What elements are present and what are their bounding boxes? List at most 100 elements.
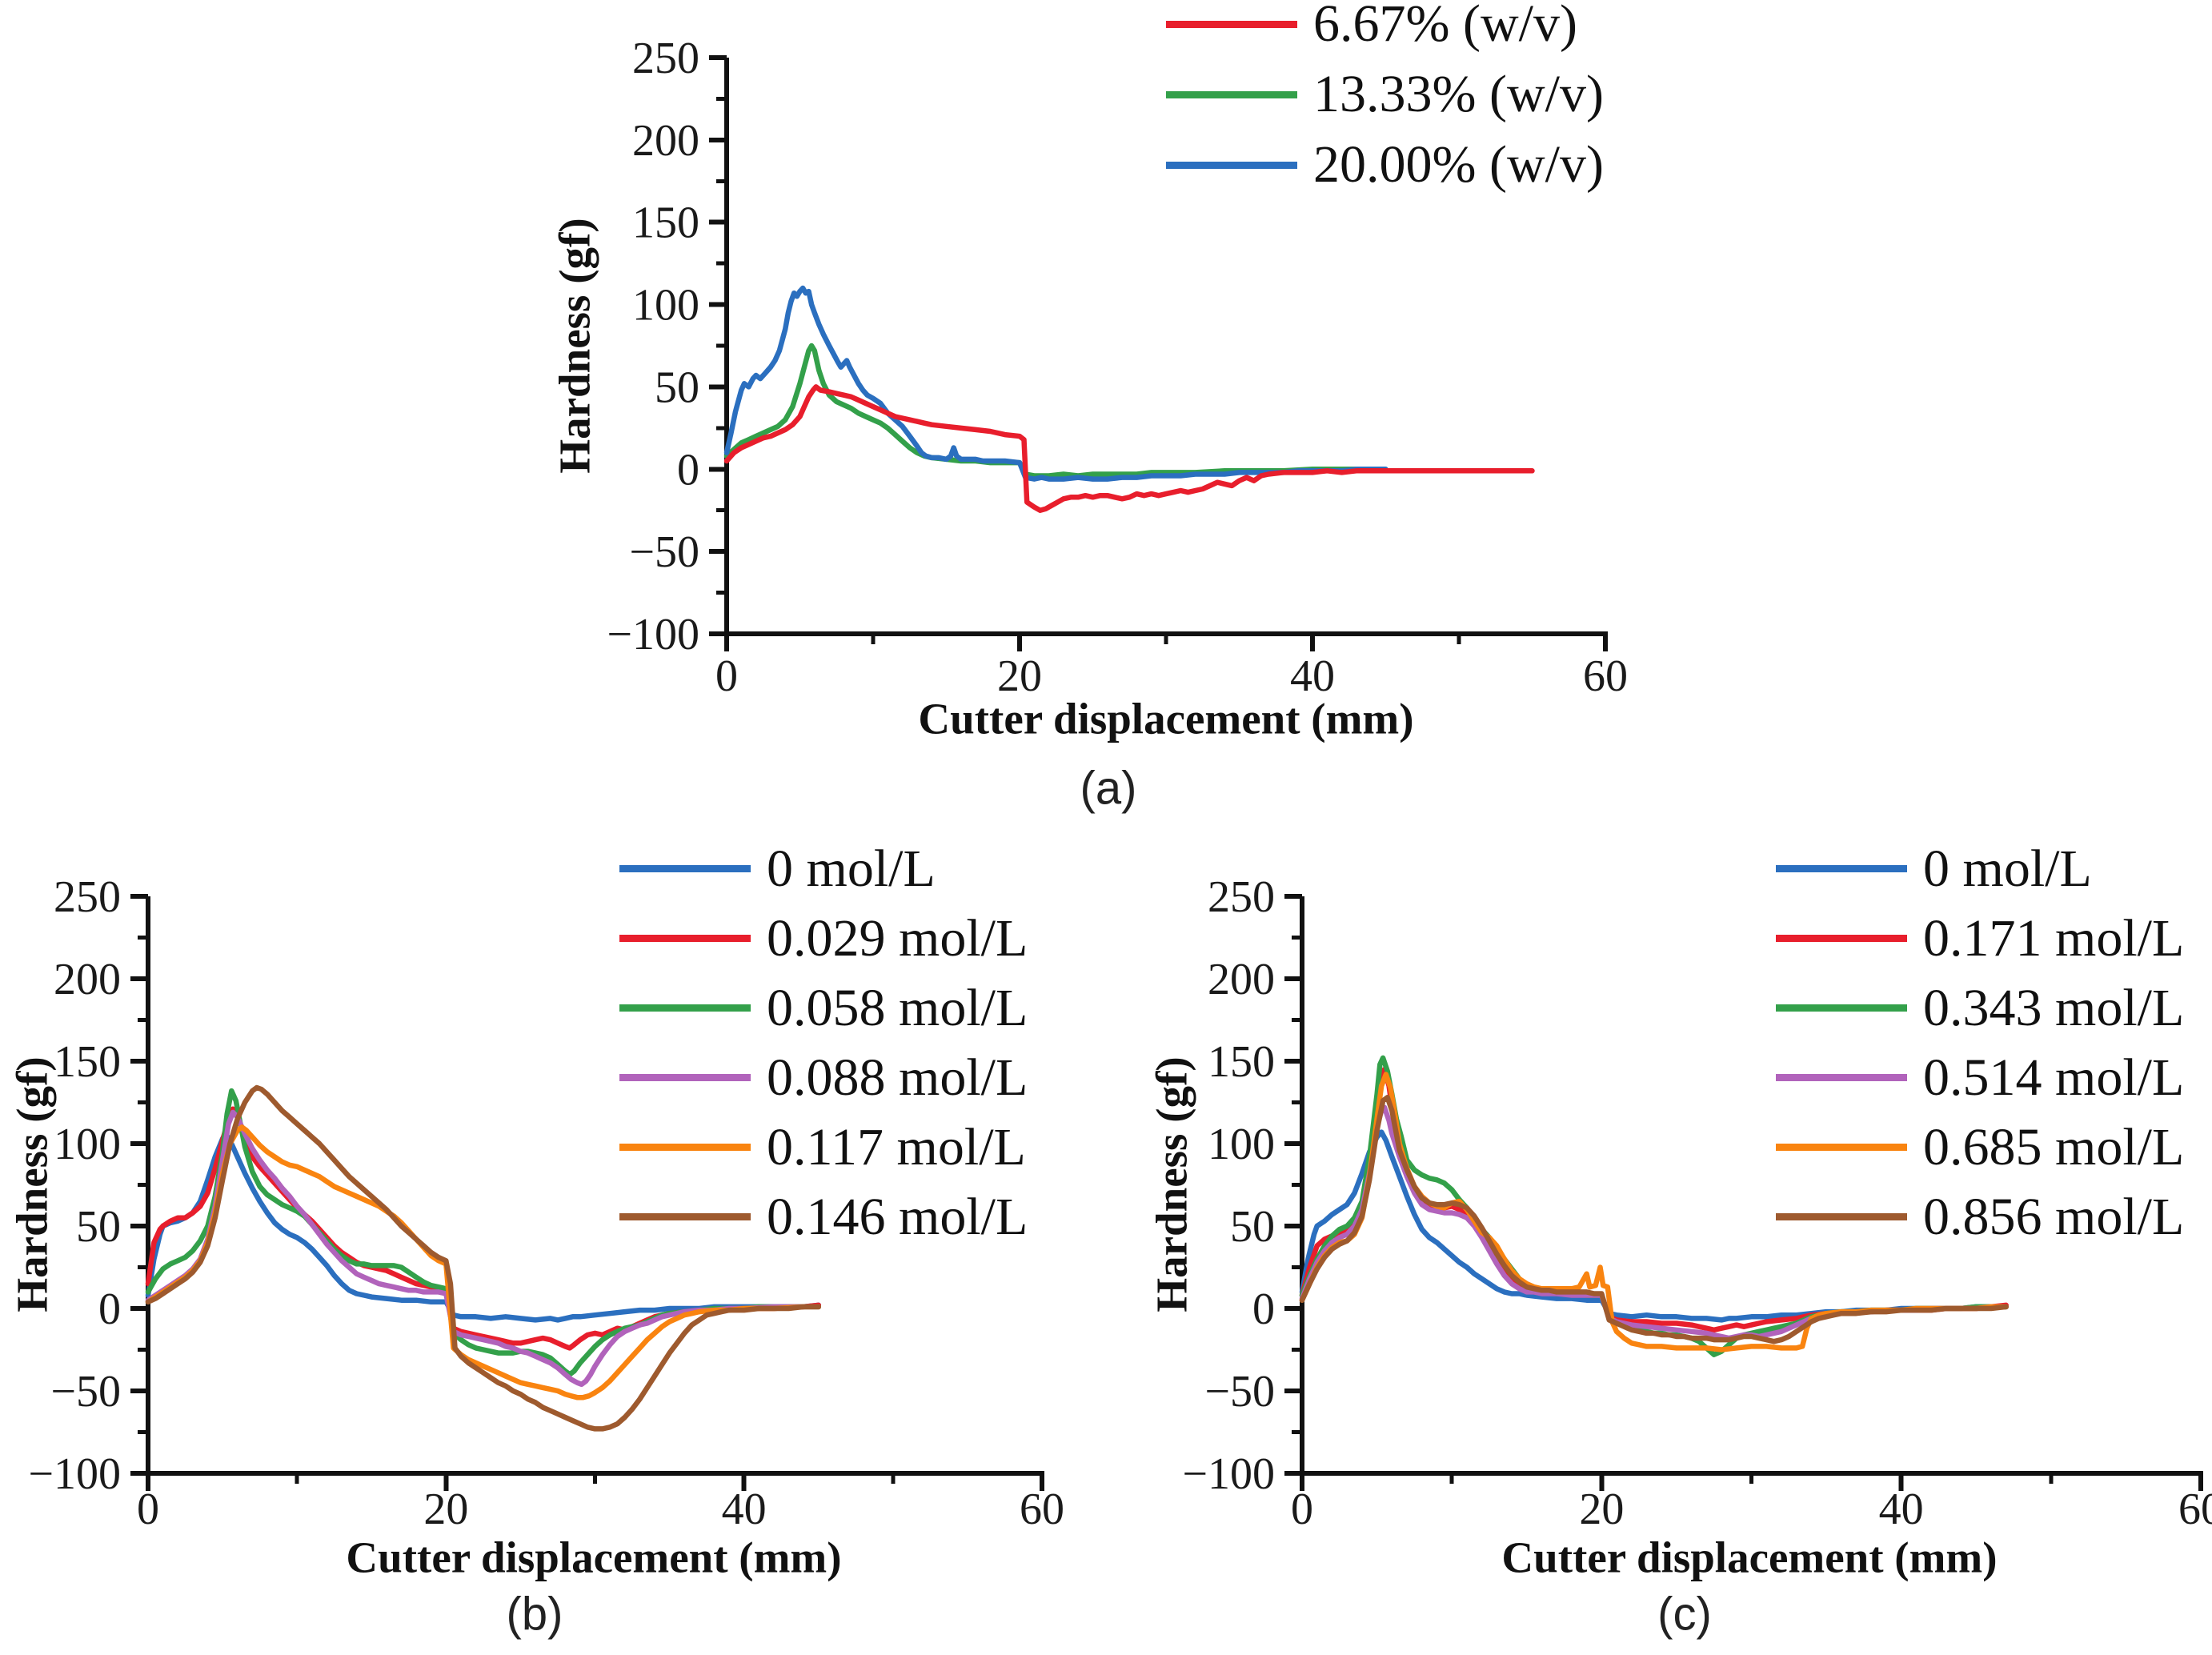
legend-label: 0.171 mol/L bbox=[1923, 908, 2185, 968]
y-tick-label-b: 100 bbox=[54, 1120, 121, 1169]
y-tick-label-a: 100 bbox=[632, 281, 699, 331]
x-tick-label-b: 0 bbox=[137, 1485, 159, 1534]
y-tick-label-a: −100 bbox=[607, 610, 699, 659]
legend-item: 0 mol/L bbox=[619, 834, 1028, 904]
y-tick-label-b: 0 bbox=[98, 1284, 121, 1334]
legend-item: 6.67% (w/v) bbox=[1166, 0, 1604, 59]
legend-item: 0.343 mol/L bbox=[1776, 973, 2184, 1043]
y-tick-label-c: 100 bbox=[1208, 1120, 1275, 1169]
y-tick-label-a: 50 bbox=[655, 363, 699, 412]
series-line-b-0-146-mol-L bbox=[145, 1084, 822, 1432]
x-tick-label-c: 40 bbox=[1879, 1485, 1924, 1534]
legend-label: 0.514 mol/L bbox=[1923, 1048, 2185, 1107]
legend-item: 13.33% (w/v) bbox=[1166, 59, 1604, 130]
y-axis-title-b: Hardness (gf) bbox=[7, 1056, 57, 1312]
legend-item: 0 mol/L bbox=[1776, 834, 2184, 904]
legend-label: 0.117 mol/L bbox=[767, 1117, 1026, 1176]
x-tick-label-c: 0 bbox=[1291, 1485, 1313, 1534]
legend-item: 0.856 mol/L bbox=[1776, 1182, 2184, 1252]
series-line-a-6-67-w-v- bbox=[723, 384, 1535, 513]
legend-item: 0.514 mol/L bbox=[1776, 1043, 2184, 1112]
legend-label: 0 mol/L bbox=[767, 839, 936, 898]
legend-swatch-line bbox=[1166, 90, 1297, 98]
y-tick-label-a: 200 bbox=[632, 116, 699, 166]
y-tick-label-b: 150 bbox=[54, 1037, 121, 1087]
x-tick-label-a: 60 bbox=[1583, 651, 1628, 701]
legend-label: 0.856 mol/L bbox=[1923, 1187, 2185, 1246]
series-line-a-20-00-w-v- bbox=[723, 285, 1389, 482]
x-tick-label-b: 60 bbox=[1020, 1485, 1064, 1534]
legend-swatch-line bbox=[1776, 1144, 1907, 1151]
panel-label-b: (b) bbox=[506, 1588, 563, 1641]
x-axis-title-c: Cutter displacement (mm) bbox=[1501, 1533, 1998, 1582]
legend-swatch-line bbox=[619, 1004, 751, 1012]
y-tick-label-c: −100 bbox=[1182, 1449, 1275, 1499]
legend-label: 0.685 mol/L bbox=[1923, 1117, 2185, 1176]
legend-item: 20.00% (w/v) bbox=[1166, 130, 1604, 200]
legend-label: 0.146 mol/L bbox=[767, 1187, 1028, 1246]
y-tick-label-a: 150 bbox=[632, 198, 699, 248]
x-axis-title-a: Cutter displacement (mm) bbox=[918, 694, 1414, 743]
y-tick-label-b: 200 bbox=[54, 955, 121, 1004]
legend-label: 0 mol/L bbox=[1923, 839, 2092, 898]
y-tick-label-c: 200 bbox=[1208, 955, 1275, 1004]
legend-label: 20.00% (w/v) bbox=[1313, 135, 1604, 194]
y-tick-label-b: 250 bbox=[54, 872, 121, 922]
legend-swatch-line bbox=[1776, 1004, 1907, 1012]
legend-item: 0.685 mol/L bbox=[1776, 1112, 2184, 1182]
y-tick-label-a: 0 bbox=[677, 445, 699, 495]
legend-label: 6.67% (w/v) bbox=[1313, 0, 1577, 53]
y-tick-label-a: 250 bbox=[632, 34, 699, 83]
legend-label: 0.029 mol/L bbox=[767, 908, 1028, 968]
x-tick-label-c: 20 bbox=[1579, 1485, 1624, 1534]
series-line-c-0-856-mol-L bbox=[1299, 1095, 2009, 1344]
y-tick-label-c: 150 bbox=[1208, 1037, 1275, 1087]
legend-swatch-line bbox=[1776, 1213, 1907, 1220]
series-line-c-0-685-mol-L bbox=[1299, 1072, 2009, 1352]
y-tick-label-c: 250 bbox=[1208, 872, 1275, 922]
legend-item: 0.088 mol/L bbox=[619, 1043, 1028, 1112]
x-tick-label-b: 20 bbox=[423, 1485, 468, 1534]
legend-b: 0 mol/L 0.029 mol/L 0.058 mol/L 0.088 mol/L… bbox=[619, 834, 1028, 1252]
y-tick-label-b: −100 bbox=[28, 1449, 121, 1499]
y-tick-label-b: 50 bbox=[76, 1202, 121, 1252]
y-tick-label-b: −50 bbox=[50, 1367, 121, 1417]
x-tick-label-b: 40 bbox=[722, 1485, 767, 1534]
panel-label-a: (a) bbox=[1080, 762, 1137, 815]
y-axis-title-c: Hardness (gf) bbox=[1147, 1056, 1196, 1312]
legend-c: 0 mol/L 0.171 mol/L 0.343 mol/L 0.514 mol/L… bbox=[1776, 834, 2184, 1252]
legend-label: 13.33% (w/v) bbox=[1313, 65, 1604, 123]
legend-swatch-line bbox=[1776, 865, 1907, 872]
y-axis-title-a: Hardness (gf) bbox=[550, 218, 599, 474]
x-tick-label-a: 0 bbox=[715, 651, 738, 701]
legend-swatch-line bbox=[1776, 935, 1907, 942]
legend-label: 0.088 mol/L bbox=[767, 1048, 1028, 1107]
legend-swatch-line bbox=[619, 1213, 751, 1220]
x-tick-label-a: 20 bbox=[997, 651, 1042, 701]
legend-swatch-line bbox=[619, 1074, 751, 1081]
legend-a: 6.67% (w/v) 13.33% (w/v) 20.00% (w/v) bbox=[1166, 0, 1604, 200]
legend-item: 0.058 mol/L bbox=[619, 973, 1028, 1043]
x-tick-label-c: 60 bbox=[2178, 1485, 2212, 1534]
y-tick-label-a: −50 bbox=[629, 527, 699, 577]
legend-label: 0.058 mol/L bbox=[767, 978, 1028, 1037]
legend-swatch-line bbox=[619, 1144, 751, 1151]
y-tick-label-c: 50 bbox=[1230, 1202, 1275, 1252]
x-axis-title-b: Cutter displacement (mm) bbox=[346, 1533, 842, 1582]
legend-swatch-line bbox=[619, 865, 751, 872]
legend-item: 0.146 mol/L bbox=[619, 1182, 1028, 1252]
legend-label: 0.343 mol/L bbox=[1923, 978, 2185, 1037]
y-tick-label-c: 0 bbox=[1252, 1284, 1275, 1334]
y-tick-label-c: −50 bbox=[1204, 1367, 1275, 1417]
legend-item: 0.117 mol/L bbox=[619, 1112, 1028, 1182]
legend-item: 0.029 mol/L bbox=[619, 904, 1028, 973]
x-tick-label-a: 40 bbox=[1290, 651, 1335, 701]
legend-swatch-line bbox=[1166, 161, 1297, 169]
legend-swatch-line bbox=[1776, 1074, 1907, 1081]
legend-swatch-line bbox=[619, 935, 751, 942]
series-line-a-13-33-w-v- bbox=[723, 343, 1374, 479]
legend-swatch-line bbox=[1166, 20, 1297, 28]
panel-label-c: (c) bbox=[1657, 1588, 1712, 1641]
